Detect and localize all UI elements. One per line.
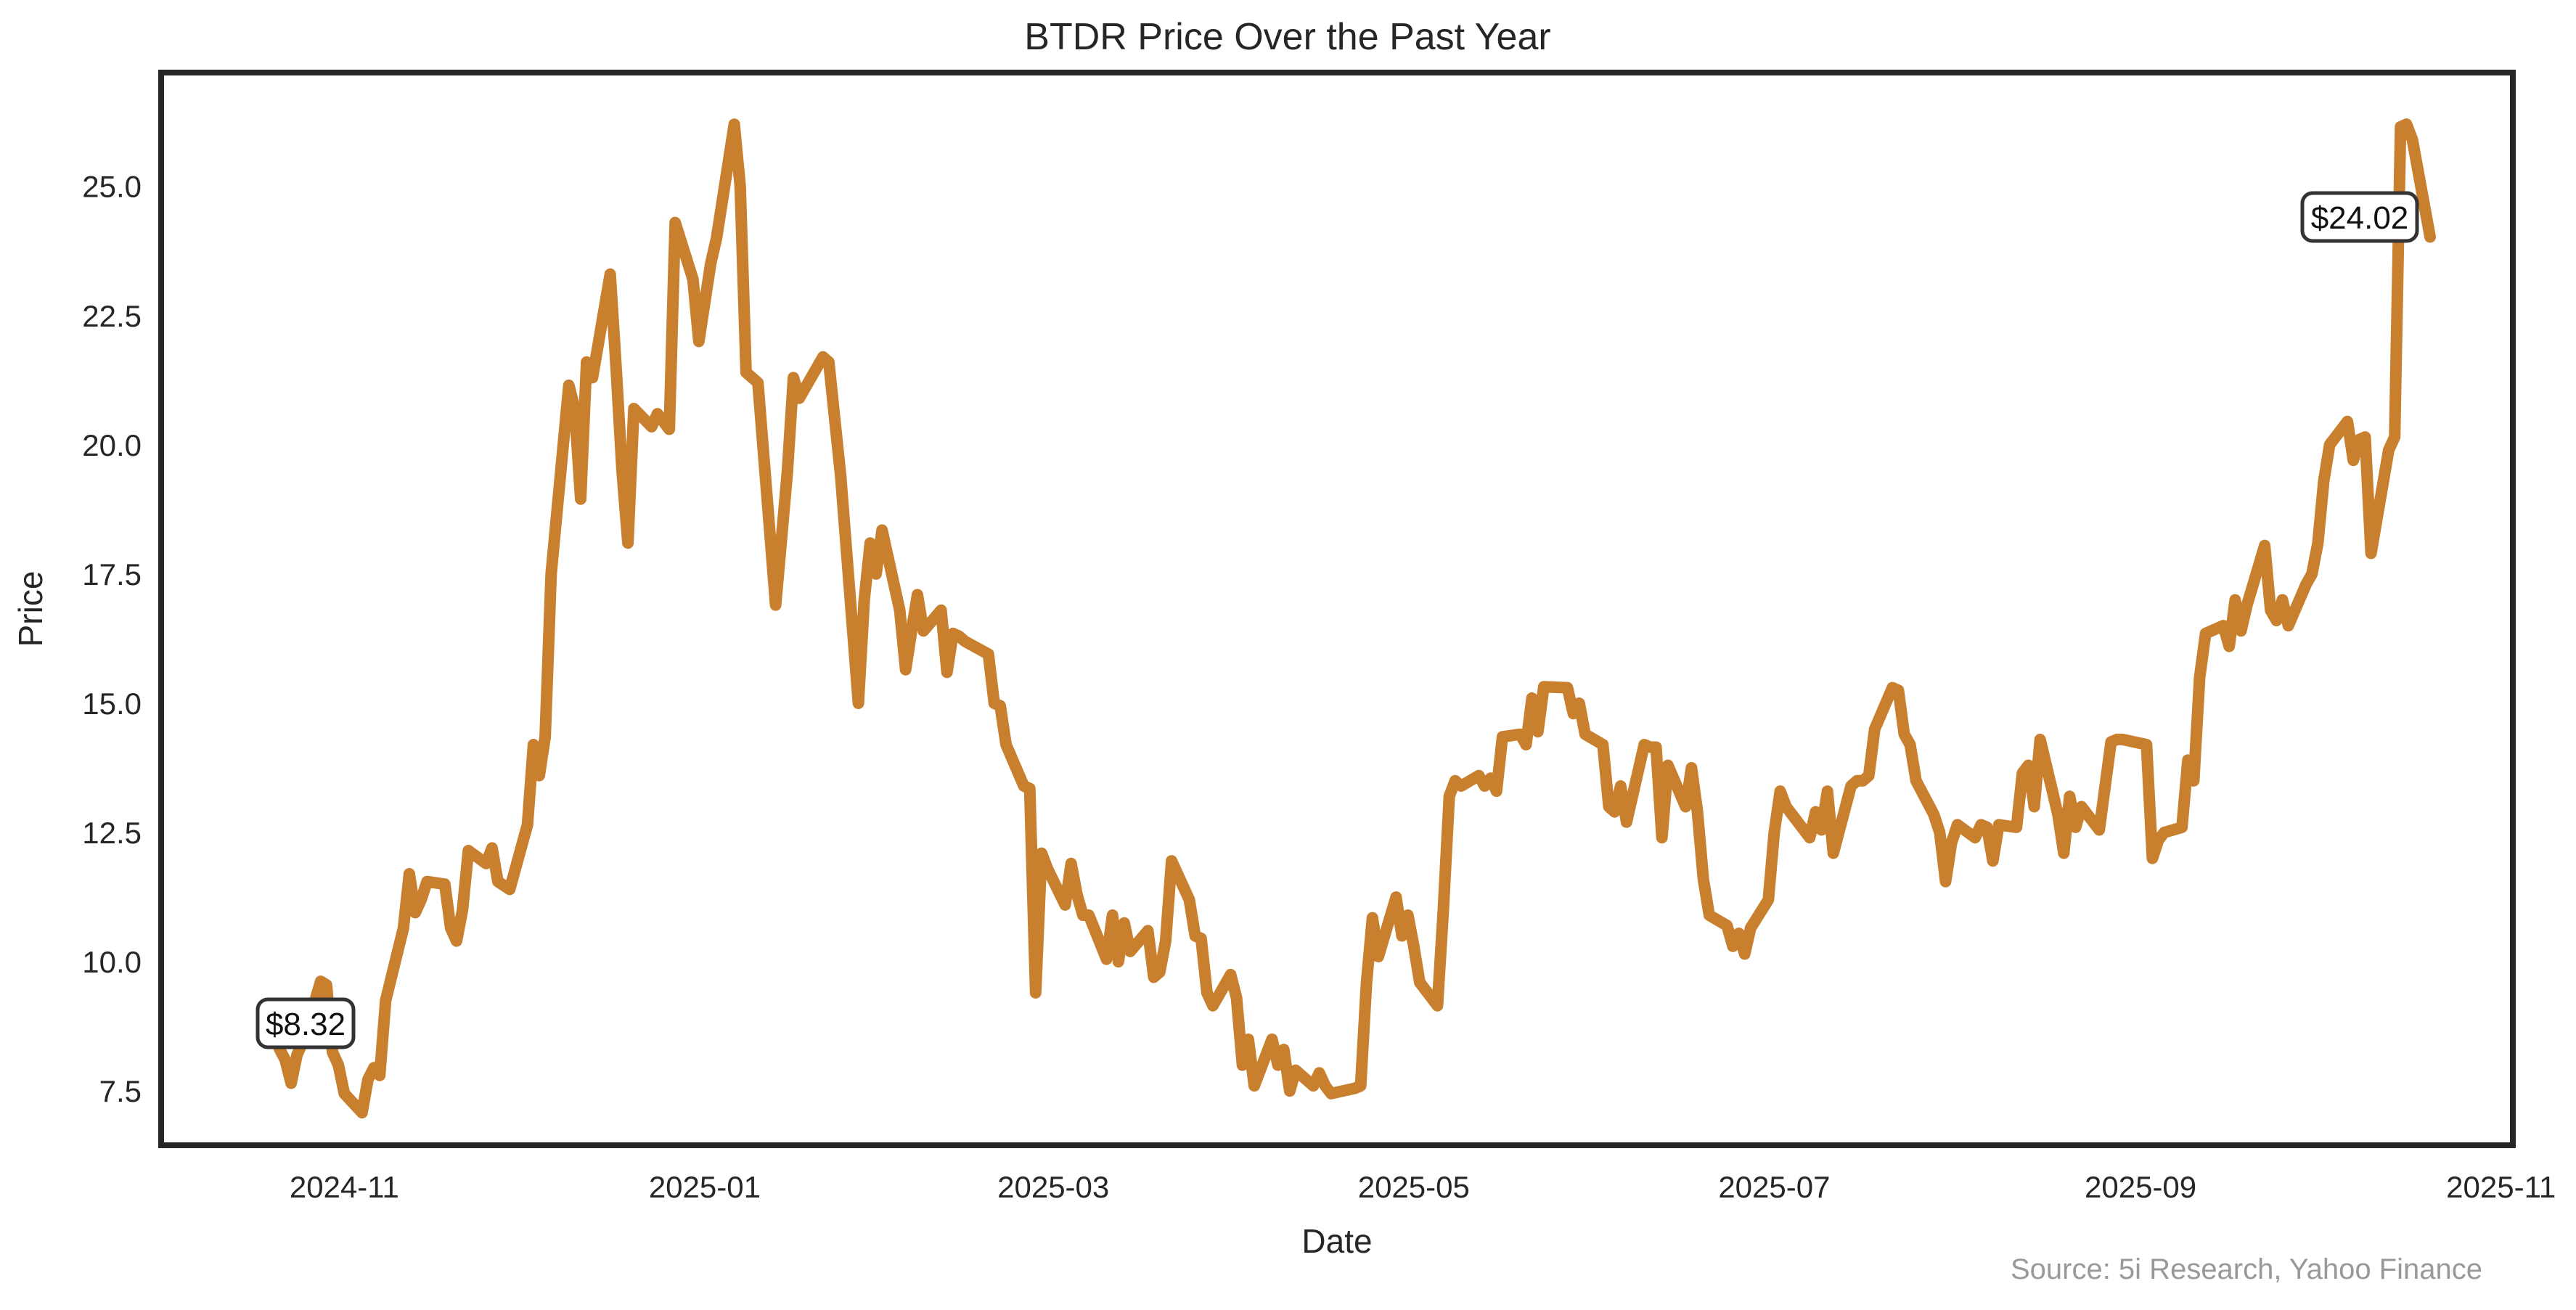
end-price-annotation: $24.02 [2300, 191, 2419, 243]
source-credit: Source: 5i Research, Yahoo Finance [2011, 1253, 2482, 1285]
plot-border [158, 70, 2516, 1148]
x-tick-label: 2024-11 [290, 1170, 399, 1204]
x-tick-label: 2025-03 [997, 1170, 1109, 1204]
start-annotation-box [255, 997, 356, 1049]
x-axis-tick-labels: 2024-11 2025-01 2025-03 2025-05 2025-07 2025-… [290, 1170, 2556, 1204]
start-annotation-label: $8.32 [266, 1007, 345, 1042]
y-axis-tick-labels: 7.5 10.0 12.5 15.0 17.5 20.0 22.5 25.0 [82, 170, 142, 1108]
x-tick-label: 2025-01 [649, 1170, 761, 1204]
chart-title: BTDR Price Over the Past Year [1024, 16, 1550, 58]
y-axis-label: Price [12, 571, 49, 647]
y-tick-label: 12.5 [82, 816, 142, 850]
y-tick-label: 7.5 [99, 1074, 142, 1108]
x-tick-label: 2025-09 [2085, 1170, 2196, 1204]
y-tick-label: 17.5 [82, 557, 142, 591]
y-tick-label: 15.0 [82, 687, 142, 721]
x-tick-label: 2025-07 [1718, 1170, 1830, 1204]
y-tick-label: 22.5 [82, 299, 142, 333]
start-price-annotation: $8.32 [255, 997, 356, 1049]
x-tick-label: 2025-11 [2446, 1170, 2556, 1204]
y-tick-label: 25.0 [82, 170, 142, 204]
x-tick-label: 2025-05 [1358, 1170, 1470, 1204]
end-annotation-box [2300, 191, 2419, 243]
y-tick-label: 10.0 [82, 945, 142, 979]
y-tick-label: 20.0 [82, 428, 142, 462]
x-axis-label: Date [1301, 1222, 1372, 1260]
end-annotation-label: $24.02 [2311, 200, 2409, 236]
price-line-series [273, 118, 2436, 1119]
